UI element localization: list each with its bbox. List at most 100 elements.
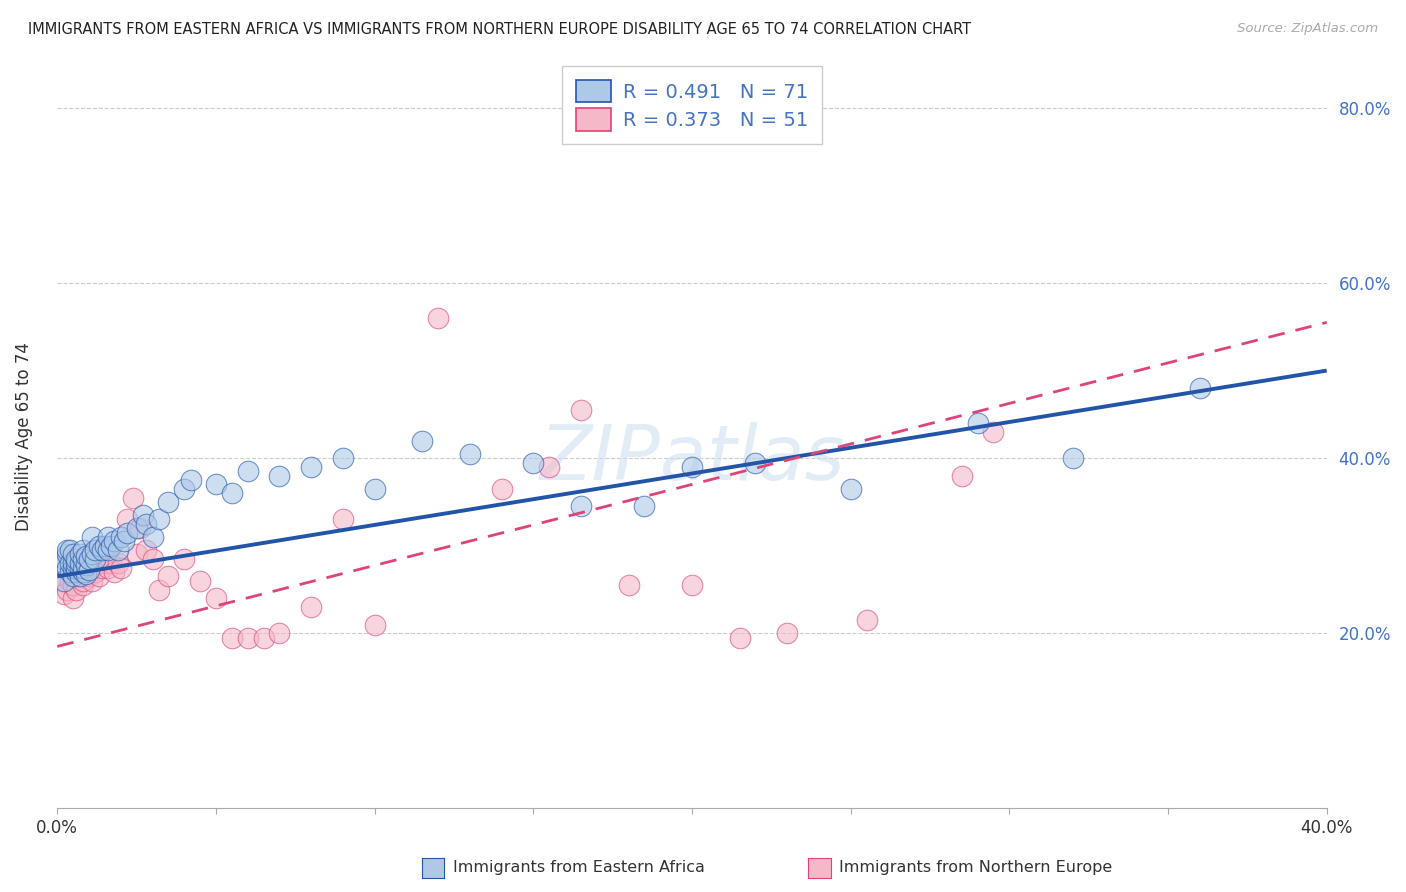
Point	[107, 556, 129, 570]
Point	[100, 539, 122, 553]
Point	[363, 617, 385, 632]
Point	[522, 456, 544, 470]
Point	[84, 552, 107, 566]
Point	[72, 552, 94, 566]
Point	[115, 512, 138, 526]
Point	[299, 459, 322, 474]
Point	[236, 631, 259, 645]
Point	[458, 447, 481, 461]
Point	[56, 582, 79, 597]
Point	[132, 508, 155, 522]
Point	[59, 543, 82, 558]
Point	[90, 560, 112, 574]
Point	[744, 456, 766, 470]
Y-axis label: Disability Age 65 to 74: Disability Age 65 to 74	[15, 342, 32, 531]
Point	[157, 495, 180, 509]
Point	[188, 574, 211, 588]
Point	[983, 425, 1005, 439]
Point	[411, 434, 433, 448]
Point	[52, 574, 75, 588]
Point	[491, 482, 513, 496]
Point	[62, 548, 84, 562]
Point	[427, 311, 450, 326]
Point	[59, 565, 82, 579]
Point	[52, 552, 75, 566]
Point	[617, 578, 640, 592]
Point	[62, 569, 84, 583]
Text: Source: ZipAtlas.com: Source: ZipAtlas.com	[1237, 22, 1378, 36]
Point	[252, 631, 274, 645]
Point	[157, 569, 180, 583]
Point	[72, 560, 94, 574]
Point	[299, 600, 322, 615]
Point	[77, 552, 100, 566]
Point	[180, 473, 202, 487]
Point	[332, 512, 354, 526]
Point	[69, 556, 91, 570]
Point	[94, 556, 117, 570]
Point	[269, 626, 291, 640]
Point	[776, 626, 799, 640]
Point	[97, 543, 120, 558]
Point	[72, 578, 94, 592]
Point	[72, 565, 94, 579]
Point	[62, 560, 84, 574]
Point	[72, 543, 94, 558]
Point	[49, 556, 72, 570]
Point	[125, 521, 148, 535]
Point	[97, 530, 120, 544]
Point	[77, 569, 100, 583]
Point	[107, 543, 129, 558]
Point	[110, 530, 132, 544]
Point	[59, 574, 82, 588]
Point	[82, 574, 104, 588]
Point	[115, 525, 138, 540]
Point	[569, 500, 592, 514]
Point	[65, 560, 87, 574]
Point	[363, 482, 385, 496]
Point	[538, 459, 561, 474]
Point	[56, 560, 79, 574]
Point	[173, 482, 195, 496]
Point	[135, 516, 157, 531]
Point	[1062, 451, 1084, 466]
Point	[75, 549, 97, 564]
Point	[84, 543, 107, 558]
Point	[681, 459, 703, 474]
Point	[72, 574, 94, 588]
Point	[65, 565, 87, 579]
Point	[112, 534, 135, 549]
Point	[1188, 381, 1211, 395]
Point	[110, 560, 132, 574]
Point	[103, 565, 125, 579]
Point	[966, 416, 988, 430]
Point	[221, 631, 243, 645]
Point	[82, 530, 104, 544]
Point	[205, 477, 228, 491]
Point	[950, 468, 973, 483]
Text: Immigrants from Eastern Africa: Immigrants from Eastern Africa	[453, 861, 704, 875]
Point	[125, 548, 148, 562]
Point	[90, 543, 112, 558]
Point	[75, 558, 97, 572]
Point	[75, 565, 97, 579]
Point	[82, 548, 104, 562]
Point	[100, 556, 122, 570]
Point	[148, 512, 170, 526]
Point	[65, 582, 87, 597]
Point	[633, 500, 655, 514]
Point	[49, 574, 72, 588]
Point	[148, 582, 170, 597]
Legend: R = 0.491   N = 71, R = 0.373   N = 51: R = 0.491 N = 71, R = 0.373 N = 51	[562, 66, 821, 145]
Point	[52, 587, 75, 601]
Point	[128, 521, 150, 535]
Point	[69, 569, 91, 583]
Point	[84, 565, 107, 579]
Point	[135, 543, 157, 558]
Point	[332, 451, 354, 466]
Point	[173, 552, 195, 566]
Point	[681, 578, 703, 592]
Point	[65, 556, 87, 570]
Point	[269, 468, 291, 483]
Point	[94, 539, 117, 553]
